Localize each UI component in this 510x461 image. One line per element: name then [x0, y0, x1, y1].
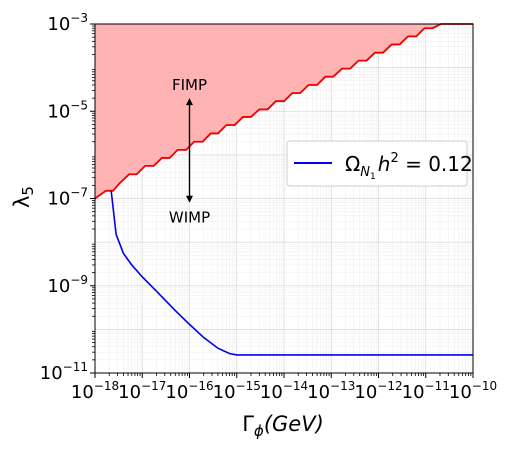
x-tick-label: 10−10 — [449, 379, 497, 403]
y-axis-ticks: 10−11 10−9 10−7 10−5 10−3 — [40, 11, 95, 384]
y-tick-label: 10−11 — [40, 360, 88, 384]
legend: ΩN1h2 = 0.12 — [286, 140, 473, 187]
x-tick-label: 10−16 — [165, 379, 213, 403]
legend-sub-n: N — [360, 165, 370, 180]
legend-h: h — [378, 152, 391, 176]
y-tick-label: 10−5 — [47, 98, 88, 122]
arrow-head-down-icon — [186, 195, 193, 203]
arrow-head-up-icon — [186, 98, 193, 106]
x-tick-label: 10−18 — [71, 379, 119, 403]
legend-entry-relic-density: ΩN1h2 = 0.12 — [345, 151, 473, 182]
legend-subsub-1: 1 — [370, 172, 376, 182]
legend-box — [286, 140, 468, 187]
y-tick-label: 10−3 — [47, 11, 88, 35]
x-tick-label: 10−11 — [402, 379, 450, 403]
x-tick-label: 10−15 — [213, 379, 261, 403]
x-tick-label: 10−13 — [307, 379, 355, 403]
legend-sup-2: 2 — [390, 151, 398, 166]
x-axis-ticks: 10−18 10−17 10−16 10−15 10−14 10−13 10−12 10−11… — [71, 373, 497, 403]
y-tick-label: 10−7 — [47, 186, 88, 210]
relic-density-series-line — [110, 190, 473, 356]
legend-value: = 0.12 — [399, 152, 473, 176]
x-tick-label: 10−12 — [354, 379, 402, 403]
fimp-label: FIMP — [172, 76, 207, 94]
fimp-excluded-region — [95, 24, 473, 199]
boundary-series-line — [94, 23, 473, 200]
fimp-wimp-annotation: FIMP WIMP — [169, 76, 210, 227]
y-tick-label: 10−9 — [47, 273, 88, 297]
legend-omega: Ω — [345, 152, 360, 176]
wimp-label: WIMP — [169, 209, 210, 227]
x-tick-label: 10−14 — [260, 379, 308, 403]
x-tick-label: 10−17 — [118, 379, 166, 403]
